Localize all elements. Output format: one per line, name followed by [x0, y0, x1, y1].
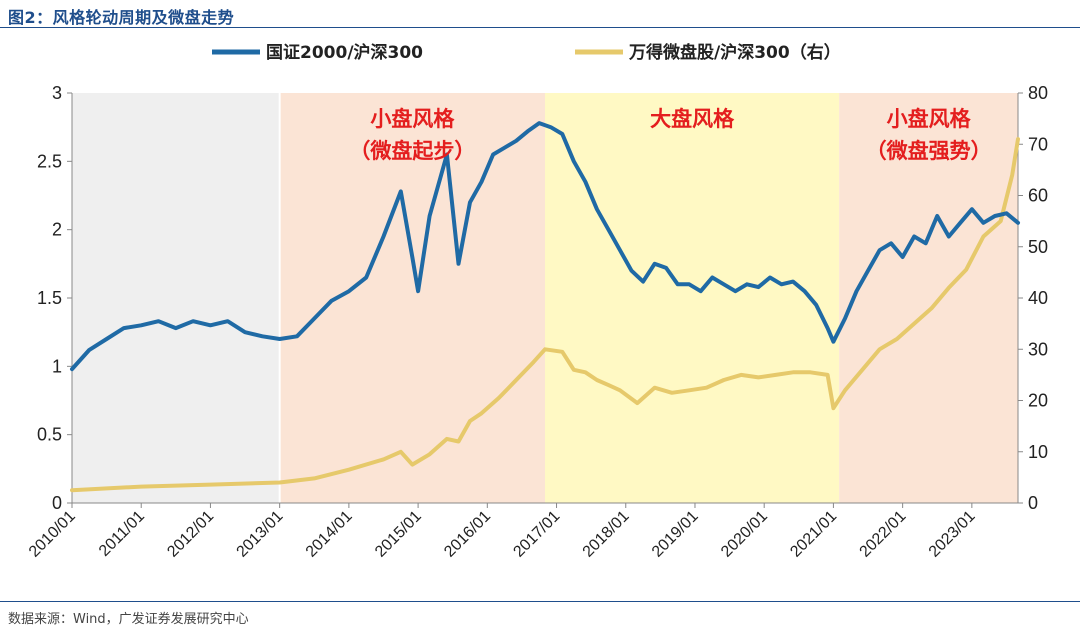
- x-tick-label: 2019/01: [649, 508, 702, 561]
- series-line-microcap: [70, 137, 1020, 493]
- x-tick-label: 2018/01: [580, 508, 633, 561]
- left-tick-label: 0: [52, 493, 62, 513]
- right-tick-label: 30: [1028, 339, 1048, 359]
- figure-title: 图2：风格轮动周期及微盘走势: [8, 8, 235, 27]
- x-tick-label: 2013/01: [234, 508, 287, 561]
- x-tick-label: 2010/01: [26, 508, 79, 561]
- right-tick-label: 70: [1028, 134, 1048, 154]
- style-region-3: [839, 93, 1018, 503]
- series-lines: [70, 121, 1020, 493]
- left-tick-label: 2.5: [37, 151, 62, 171]
- x-tick-label: 2023/01: [926, 508, 979, 561]
- right-tick-label: 80: [1028, 83, 1048, 103]
- left-tick-label: 1.5: [37, 288, 62, 308]
- x-tick-label: 2020/01: [718, 508, 771, 561]
- region-annotations: 小盘风格 （微盘起步） 大盘风格 小盘风格 （微盘强势）: [349, 106, 991, 163]
- x-tick-label: 2015/01: [372, 508, 425, 561]
- style-region-1: [279, 93, 545, 503]
- title-divider: [0, 27, 1080, 28]
- legend-label-0: 国证2000/沪深300: [266, 42, 423, 63]
- legend-label-1: 万得微盘股/沪深300（右）: [628, 42, 841, 63]
- region-label-3-0: 小盘风格: [887, 106, 972, 131]
- region-label-3-1: （微盘强势）: [866, 138, 992, 163]
- x-tick-label: 2017/01: [510, 508, 563, 561]
- x-tick-label: 2016/01: [441, 508, 494, 561]
- left-tick-label: 2: [52, 220, 62, 240]
- source-note: 数据来源：Wind，广发证券发展研究中心: [8, 612, 249, 627]
- style-region-0: [72, 93, 280, 503]
- style-region-2: [545, 93, 840, 503]
- right-tick-label: 10: [1028, 442, 1048, 462]
- style-regions: [72, 93, 1018, 503]
- right-tick-label: 50: [1028, 237, 1048, 257]
- right-tick-label: 40: [1028, 288, 1048, 308]
- x-tick-label: 2022/01: [857, 508, 910, 561]
- right-tick-label: 0: [1028, 493, 1038, 513]
- source-divider: [0, 601, 1080, 602]
- x-tick-label: 2011/01: [96, 508, 148, 560]
- right-tick-label: 60: [1028, 186, 1048, 206]
- left-tick-label: 1: [52, 356, 62, 376]
- x-tick-label: 2021/01: [787, 508, 840, 561]
- left-tick-label: 0.5: [37, 425, 62, 445]
- legend: 国证2000/沪深300 万得微盘股/沪深300（右）: [212, 42, 841, 63]
- x-tick-label: 2014/01: [303, 508, 356, 561]
- series-line-csi2000: [70, 121, 1020, 372]
- x-tick-label: 2012/01: [164, 508, 217, 561]
- region-label-2-0: 大盘风格: [650, 106, 735, 131]
- region-label-1-1: （微盘起步）: [349, 138, 475, 163]
- region-label-1-0: 小盘风格: [370, 106, 455, 131]
- left-tick-label: 3: [52, 83, 62, 103]
- right-tick-label: 20: [1028, 391, 1048, 411]
